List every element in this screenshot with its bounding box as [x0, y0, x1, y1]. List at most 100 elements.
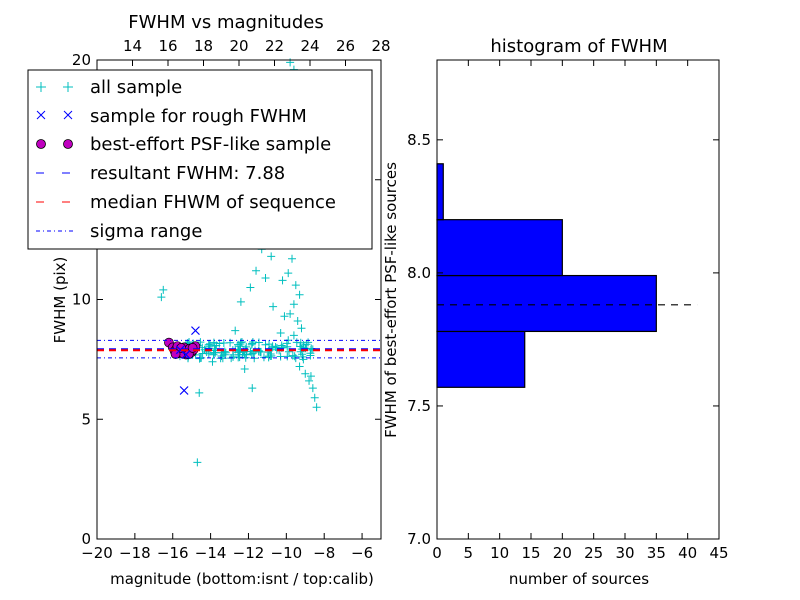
all-sample-point — [280, 312, 289, 321]
all-sample-point — [208, 357, 217, 366]
all-sample-point — [237, 338, 246, 347]
x-tick-label: 35 — [647, 544, 666, 562]
y-tick-label: 5 — [81, 410, 91, 428]
y-tick-label: 10 — [72, 291, 91, 309]
scatter-ylabel: FWHM (pix) — [51, 257, 69, 344]
all-sample-point — [298, 352, 307, 361]
top-tick-label: 20 — [229, 37, 248, 55]
all-sample-point — [209, 338, 218, 347]
scatter-panel: −20 −18 −16 −14 −12 −10 −8 −6 14 16 18 20 22 24 26 28 0 5… — [27, 12, 391, 588]
all-sample-point — [290, 352, 299, 361]
all-sample-point — [159, 285, 168, 294]
all-sample-point — [291, 281, 300, 290]
scatter-legend: all sample sample for rough FWHM best-ef… — [27, 69, 373, 250]
top-tick-label: 18 — [194, 37, 213, 55]
x-tick-label: −12 — [233, 544, 265, 562]
x-tick-label: −18 — [119, 544, 151, 562]
x-tick-label: 15 — [521, 544, 540, 562]
histogram-title: histogram of FWHM — [490, 36, 667, 57]
all-sample-point — [301, 369, 310, 378]
all-sample-point — [295, 362, 304, 371]
all-sample-point — [259, 353, 268, 362]
y-tick-label: 8.0 — [407, 264, 431, 282]
all-sample-point — [247, 349, 256, 358]
all-sample-point — [240, 364, 249, 373]
all-sample-point — [276, 329, 285, 338]
x-tick-label: 40 — [678, 544, 697, 562]
x-tick-label: 0 — [432, 544, 442, 562]
all-sample-point — [271, 342, 280, 351]
legend-label-median: median FHWM of sequence — [90, 192, 336, 213]
legend-circle-marker-icon — [63, 139, 73, 149]
x-tick-label: 5 — [464, 544, 474, 562]
all-sample-point — [289, 331, 298, 340]
all-sample-point — [195, 354, 204, 363]
all-sample-point — [277, 341, 286, 350]
histogram-bar — [436, 219, 563, 277]
all-sample-point — [195, 388, 204, 397]
all-sample-point — [296, 338, 305, 347]
top-tick-label: 14 — [123, 37, 142, 55]
histogram-bar — [436, 330, 526, 388]
x-tick-label: 20 — [553, 544, 572, 562]
all-sample-point — [310, 393, 319, 402]
all-sample-point — [267, 351, 276, 360]
all-sample-point — [293, 317, 302, 326]
top-tick-label: 22 — [265, 37, 284, 55]
all-sample-point — [209, 350, 218, 359]
all-sample-point — [269, 302, 278, 311]
all-sample-point — [306, 372, 315, 381]
all-sample-point — [295, 290, 304, 299]
histogram-frame — [436, 59, 720, 540]
legend-label-resultant: resultant FWHM: 7.88 — [90, 163, 285, 184]
histogram-panel: 0 5 10 15 20 25 30 35 40 45 7.0 7.5 8.0 8.5 histogram… — [382, 36, 729, 588]
rough-sample-point — [191, 326, 200, 336]
all-sample-point — [252, 266, 261, 275]
all-sample-point — [283, 342, 292, 351]
legend-label-rough-sample: sample for rough FWHM — [90, 106, 307, 127]
all-sample-point — [220, 350, 229, 359]
all-sample-point — [305, 376, 314, 385]
legend-entry-psf-sample: best-effort PSF-like sample — [36, 134, 331, 155]
legend-entry-all-sample: all sample — [36, 77, 182, 98]
histogram-marks — [436, 163, 698, 388]
x-tick-label: 10 — [490, 544, 509, 562]
top-tick-label: 28 — [371, 37, 390, 55]
x-tick-label: 45 — [709, 544, 728, 562]
legend-plus-marker-icon — [36, 82, 73, 92]
legend-entry-median: median FHWM of sequence — [36, 192, 336, 213]
all-sample-point — [261, 273, 270, 282]
top-tick-label: 16 — [158, 37, 177, 55]
y-tick-label: 7.0 — [407, 530, 431, 548]
legend-label-sigma: sigma range — [90, 221, 202, 242]
scatter-xlabel: magnitude (bottom:isnt / top:calib) — [110, 570, 374, 588]
all-sample-point — [278, 276, 287, 285]
all-sample-point — [289, 300, 298, 309]
histogram-bar — [436, 163, 444, 221]
legend-entry-sigma: sigma range — [36, 221, 202, 242]
x-tick-label: −10 — [271, 544, 303, 562]
y-tick-label: 0 — [81, 530, 91, 548]
legend-circle-marker-icon — [36, 139, 46, 149]
x-tick-label: 30 — [615, 544, 634, 562]
all-sample-point — [231, 326, 240, 335]
all-sample-point — [193, 458, 202, 467]
histogram-xlabel: number of sources — [509, 570, 649, 588]
all-sample-point — [246, 283, 255, 292]
all-sample-point — [267, 252, 276, 261]
legend-box — [27, 69, 373, 250]
rough-sample-point — [181, 350, 191, 360]
rough-sample-point — [175, 345, 185, 355]
all-sample-point — [284, 347, 293, 356]
histogram-bar — [436, 274, 657, 333]
legend-label-all-sample: all sample — [90, 77, 182, 98]
all-sample-point — [229, 350, 238, 359]
all-sample-point — [157, 293, 166, 302]
legend-entry-resultant: resultant FWHM: 7.88 — [36, 163, 285, 184]
all-sample-point — [261, 340, 270, 349]
legend-label-psf-sample: best-effort PSF-like sample — [90, 134, 331, 155]
x-tick-label: 25 — [584, 544, 603, 562]
all-sample-point — [286, 309, 295, 318]
x-tick-label: −16 — [157, 544, 189, 562]
